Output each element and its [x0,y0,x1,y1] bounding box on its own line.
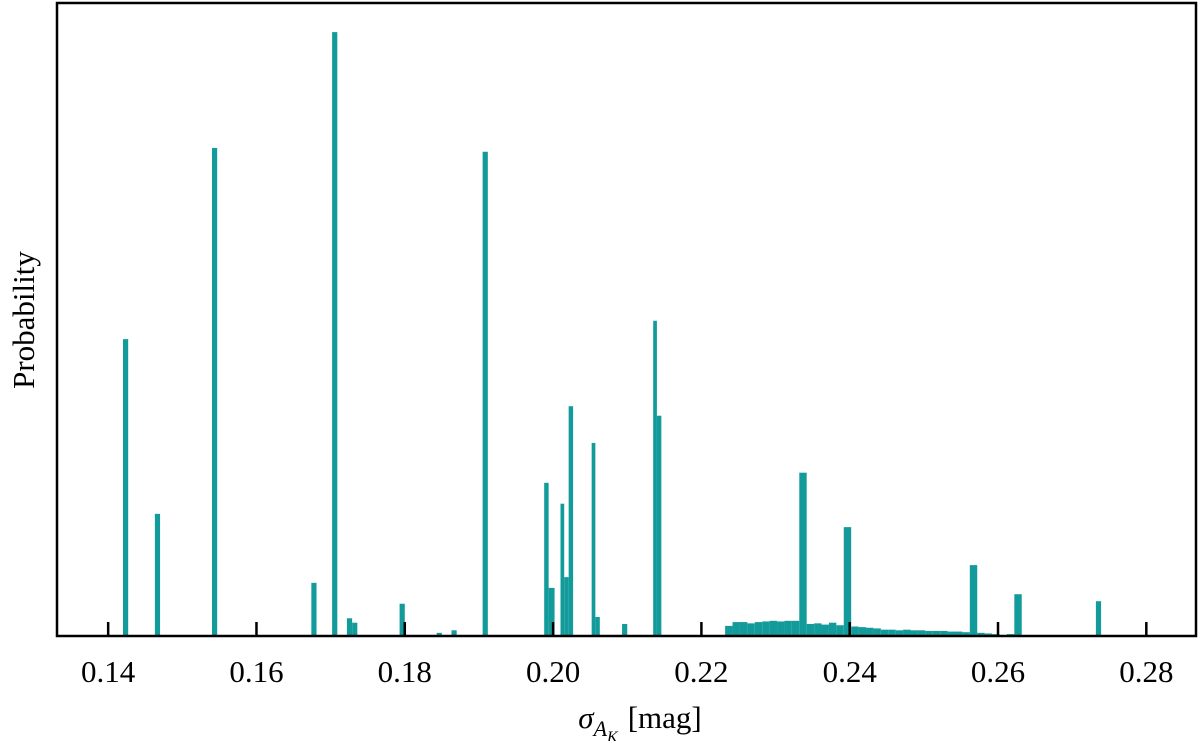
x-tick-label: 0.22 [674,654,728,689]
x-tick-label: 0.16 [229,654,283,689]
bar [560,503,565,636]
bar [784,620,792,636]
bar [332,32,338,637]
bar [962,632,970,636]
bar [799,472,807,636]
x-label-subsub: K [606,729,619,741]
bar [595,617,600,636]
x-label-unit: [mag] [628,700,702,735]
bar [925,630,933,636]
bar [910,630,918,636]
bar [122,339,129,636]
bar [653,320,657,636]
bar [777,621,785,636]
y-axis-label: Probability [6,251,41,389]
bar [591,442,596,636]
bar [940,630,948,636]
bar [984,633,993,636]
x-label-symbol: σ [578,700,595,735]
bar [903,629,911,636]
bar [932,630,941,636]
bar [888,629,896,636]
bar [564,577,569,636]
bar [732,622,740,636]
bar [843,527,852,636]
bar [436,632,442,636]
bar [821,624,829,636]
bar [548,587,555,636]
bar [858,627,867,636]
x-tick-label: 0.20 [526,654,580,689]
bar [791,620,800,636]
x-tick-label: 0.26 [971,654,1025,689]
bar [622,623,628,636]
bar [851,626,859,636]
bar [754,622,763,636]
bar [895,630,904,636]
bar [873,628,881,636]
bar [1095,601,1102,636]
x-label-sub: A [592,716,608,741]
bar [814,623,822,636]
bar [955,631,963,636]
bar [769,620,778,636]
bar [917,630,926,636]
bar [969,565,978,636]
x-axis-label: σAK [mag] [578,700,701,741]
bar [762,621,770,636]
x-tick-label: 0.28 [1119,654,1173,689]
bar [806,623,815,636]
bar [725,625,733,636]
bar [352,622,358,636]
bar [866,627,874,636]
bar [451,630,457,636]
bar [544,482,549,636]
bar [828,622,837,636]
x-tick-label: 0.24 [823,654,878,689]
bar [154,513,161,636]
bar [947,631,956,636]
bar [977,632,985,636]
bar [747,623,755,636]
bar [836,625,844,636]
bar [482,151,488,636]
bar [211,147,218,636]
bar [739,622,748,636]
bar [656,415,662,636]
bar [311,582,317,636]
x-tick-label: 0.14 [81,654,136,689]
x-tick-label: 0.18 [378,654,432,689]
bar [346,618,353,636]
axes-frame [55,1,1198,638]
bar [880,629,889,636]
bar [399,603,405,636]
bar [568,406,574,636]
bar [1014,594,1022,636]
